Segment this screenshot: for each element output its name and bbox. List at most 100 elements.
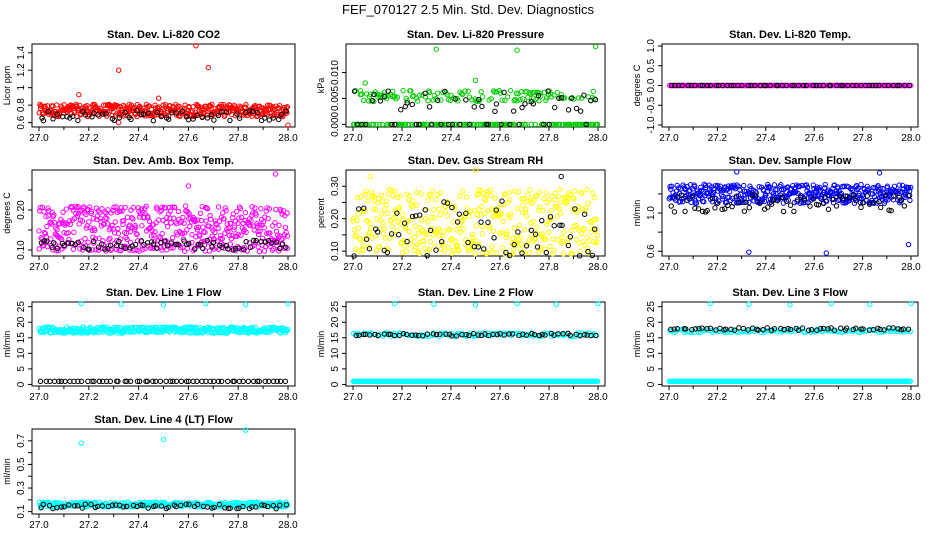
data-point xyxy=(515,189,522,195)
data-point xyxy=(825,206,832,213)
data-point xyxy=(383,198,389,204)
data-point xyxy=(507,252,513,259)
data-point xyxy=(398,106,404,113)
data-point xyxy=(222,505,228,511)
data-point xyxy=(463,194,470,200)
data-point xyxy=(401,220,408,226)
data-point xyxy=(278,111,285,118)
data-point xyxy=(492,108,498,115)
data-point xyxy=(48,236,54,242)
data-point xyxy=(500,218,506,225)
data-point xyxy=(548,207,555,214)
data-point xyxy=(508,211,514,217)
data-point xyxy=(456,211,462,217)
data-point xyxy=(75,203,81,210)
data-point xyxy=(884,183,891,189)
data-point xyxy=(121,217,127,224)
x-tick-label: 27.4 xyxy=(441,392,461,403)
data-point xyxy=(739,82,745,89)
data-point xyxy=(271,112,277,118)
data-point xyxy=(431,207,437,213)
data-point xyxy=(94,216,100,223)
data-point xyxy=(273,505,279,512)
data-point xyxy=(792,190,798,196)
y-axis-label: ml/min xyxy=(2,458,12,485)
data-point xyxy=(822,181,828,188)
data-point xyxy=(579,190,585,196)
data-point xyxy=(79,505,85,511)
data-point xyxy=(66,106,72,113)
data-point xyxy=(540,207,546,214)
data-point xyxy=(242,209,249,216)
data-point xyxy=(581,92,587,98)
data-point xyxy=(60,209,66,216)
data-point xyxy=(134,378,141,385)
data-point xyxy=(356,121,362,128)
data-point xyxy=(402,121,409,128)
data-point xyxy=(396,204,403,210)
data-point xyxy=(190,378,196,385)
data-point xyxy=(435,97,441,104)
data-point xyxy=(594,232,601,239)
x-tick-label: 27.8 xyxy=(228,392,248,403)
data-point xyxy=(361,97,367,104)
data-point xyxy=(422,94,429,100)
data-point xyxy=(560,238,566,245)
data-point xyxy=(186,501,192,507)
data-point xyxy=(404,98,411,104)
data-point xyxy=(589,219,595,226)
y-tick-label: 0.5 xyxy=(16,457,27,471)
data-point xyxy=(253,212,259,218)
data-point xyxy=(283,502,290,508)
data-point xyxy=(767,184,773,190)
data-point xyxy=(791,208,797,214)
data-point xyxy=(86,246,92,252)
data-point xyxy=(249,108,256,115)
data-point xyxy=(128,116,134,123)
data-point xyxy=(215,204,222,210)
data-point xyxy=(266,206,273,212)
data-point xyxy=(194,112,200,119)
y-axis-label: kPa xyxy=(316,78,326,94)
data-point xyxy=(109,112,115,119)
data-point xyxy=(360,243,366,249)
data-point xyxy=(503,231,510,238)
data-point xyxy=(83,211,89,218)
data-point xyxy=(377,121,383,128)
data-point xyxy=(509,235,516,242)
data-point xyxy=(133,230,139,237)
data-point xyxy=(577,108,584,114)
data-point xyxy=(376,243,383,250)
x-tick-label: 27.4 xyxy=(756,133,776,144)
data-point xyxy=(117,324,123,331)
data-point xyxy=(437,233,443,239)
y-axis-label: degrees C xyxy=(2,192,12,234)
outlier-point xyxy=(514,300,520,307)
data-point xyxy=(866,186,872,192)
data-point xyxy=(366,246,373,252)
data-point xyxy=(761,187,767,194)
y-tick-label: 15 xyxy=(16,332,27,344)
data-point xyxy=(400,330,407,337)
data-point xyxy=(37,204,44,211)
data-point xyxy=(770,197,777,203)
data-point xyxy=(150,241,157,247)
data-point xyxy=(148,233,155,239)
data-point xyxy=(516,222,523,229)
data-point xyxy=(147,245,154,251)
data-point xyxy=(428,192,434,199)
outlier-point xyxy=(472,302,479,308)
y-tick-label: 0.3 xyxy=(16,481,27,495)
data-point xyxy=(547,243,553,250)
y-tick-label: 20 xyxy=(646,316,657,328)
y-tick-label: 5 xyxy=(16,366,27,372)
data-point xyxy=(551,247,557,253)
data-point xyxy=(274,378,280,385)
data-point xyxy=(528,227,534,233)
data-point xyxy=(556,95,562,101)
data-point xyxy=(163,378,169,385)
data-point xyxy=(519,121,525,128)
